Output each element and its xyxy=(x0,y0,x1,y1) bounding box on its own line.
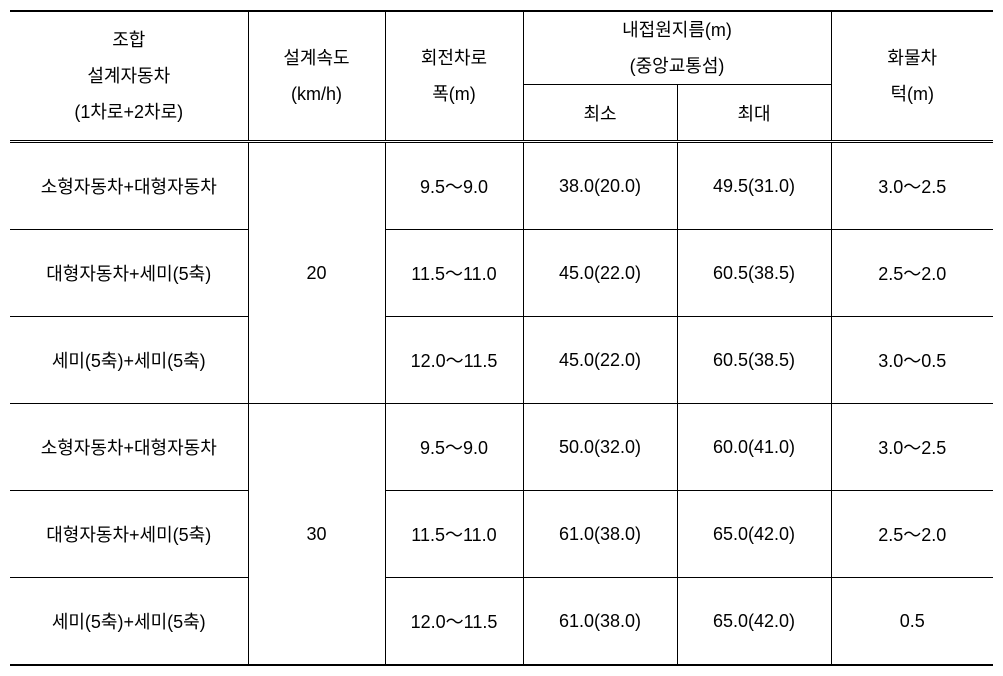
cell-min: 45.0(22.0) xyxy=(523,230,677,317)
col-header-combo-l3: (1차로+2차로) xyxy=(10,94,248,130)
cell-max: 65.0(42.0) xyxy=(677,491,831,578)
cell-combo: 대형자동차+세미(5축) xyxy=(10,491,248,578)
col-header-combo-l2: 설계자동차 xyxy=(10,58,248,94)
cell-speed: 30 xyxy=(248,404,385,666)
col-header-combo-l1: 조합 xyxy=(10,22,248,58)
col-header-inscribed-l1: 내접원지름(m) xyxy=(524,12,831,48)
cell-min: 50.0(32.0) xyxy=(523,404,677,491)
design-vehicle-table: 조합 설계자동차 (1차로+2차로) 설계속도 (km/h) 회전차로 폭(m)… xyxy=(10,10,993,666)
col-header-max: 최대 xyxy=(677,85,831,142)
cell-min: 38.0(20.0) xyxy=(523,142,677,230)
cell-combo: 세미(5축)+세미(5축) xyxy=(10,578,248,666)
cell-truck: 2.5～2.0 xyxy=(831,491,993,578)
cell-truck: 3.0～2.5 xyxy=(831,142,993,230)
cell-min: 45.0(22.0) xyxy=(523,317,677,404)
col-header-min: 최소 xyxy=(523,85,677,142)
col-header-speed-l2: (km/h) xyxy=(249,76,385,112)
col-header-truck: 화물차 턱(m) xyxy=(831,11,993,142)
col-header-speed: 설계속도 (km/h) xyxy=(248,11,385,142)
col-header-combo: 조합 설계자동차 (1차로+2차로) xyxy=(10,11,248,142)
cell-width: 11.5～11.0 xyxy=(385,230,523,317)
col-header-truck-l1: 화물차 xyxy=(832,40,994,76)
cell-width: 9.5～9.0 xyxy=(385,142,523,230)
cell-combo: 소형자동차+대형자동차 xyxy=(10,404,248,491)
cell-width: 11.5～11.0 xyxy=(385,491,523,578)
cell-truck: 3.0～0.5 xyxy=(831,317,993,404)
cell-speed: 20 xyxy=(248,142,385,404)
col-header-speed-l1: 설계속도 xyxy=(249,40,385,76)
cell-max: 49.5(31.0) xyxy=(677,142,831,230)
cell-max: 60.5(38.5) xyxy=(677,317,831,404)
col-header-inscribed: 내접원지름(m) (중앙교통섬) xyxy=(523,11,831,85)
col-header-truck-l2: 턱(m) xyxy=(832,76,994,112)
cell-combo: 세미(5축)+세미(5축) xyxy=(10,317,248,404)
col-header-width-l1: 회전차로 xyxy=(386,40,523,76)
cell-min: 61.0(38.0) xyxy=(523,578,677,666)
col-header-inscribed-l2: (중앙교통섬) xyxy=(524,48,831,84)
cell-width: 12.0～11.5 xyxy=(385,578,523,666)
cell-truck: 2.5～2.0 xyxy=(831,230,993,317)
cell-width: 9.5～9.0 xyxy=(385,404,523,491)
cell-truck: 3.0～2.5 xyxy=(831,404,993,491)
cell-width: 12.0～11.5 xyxy=(385,317,523,404)
cell-combo: 소형자동차+대형자동차 xyxy=(10,142,248,230)
cell-min: 61.0(38.0) xyxy=(523,491,677,578)
cell-truck: 0.5 xyxy=(831,578,993,666)
col-header-width-l2: 폭(m) xyxy=(386,76,523,112)
cell-max: 65.0(42.0) xyxy=(677,578,831,666)
cell-combo: 대형자동차+세미(5축) xyxy=(10,230,248,317)
col-header-width: 회전차로 폭(m) xyxy=(385,11,523,142)
cell-max: 60.0(41.0) xyxy=(677,404,831,491)
cell-max: 60.5(38.5) xyxy=(677,230,831,317)
